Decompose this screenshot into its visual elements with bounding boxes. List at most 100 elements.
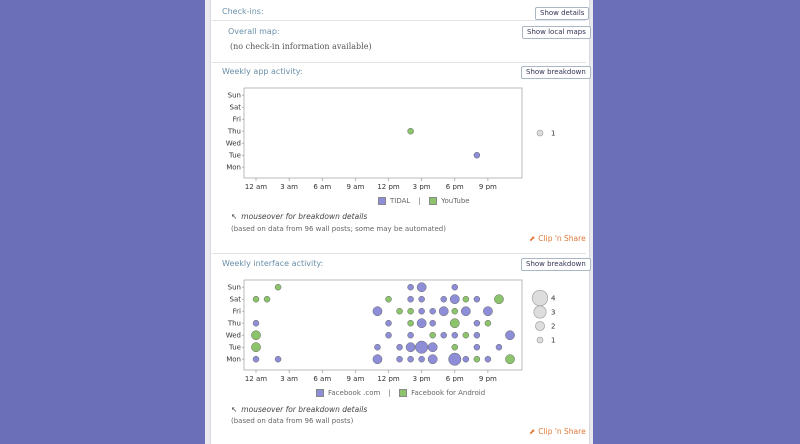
app-mouseover-hint: ↖ mouseover for breakdown details <box>231 212 368 221</box>
legend-swatch <box>429 197 438 205</box>
show-details-button[interactable]: Show details <box>535 7 590 20</box>
data-point <box>372 354 383 365</box>
data-point <box>407 295 414 303</box>
data-point <box>483 306 493 317</box>
interface-legend: Facebook .com | Facebook for Android <box>316 389 485 397</box>
data-point <box>427 354 438 365</box>
data-point <box>494 294 504 305</box>
data-point <box>473 343 481 351</box>
y-tick-label: Tue <box>228 344 241 352</box>
data-point <box>252 319 260 327</box>
legend-swatch <box>399 389 408 397</box>
overall-map-label: Overall map: <box>228 27 280 36</box>
data-point <box>427 342 438 353</box>
data-point <box>407 307 414 315</box>
size-legend-circle <box>536 336 544 344</box>
data-point <box>372 306 383 317</box>
plot-area <box>243 87 523 179</box>
data-point <box>407 331 414 339</box>
data-point <box>396 355 403 363</box>
legend-item-facebook-com: Facebook .com <box>316 389 380 397</box>
size-legend-label: 3 <box>551 309 555 317</box>
size-legend-label: 4 <box>551 295 556 303</box>
data-point <box>418 295 425 303</box>
plot-area <box>243 279 523 371</box>
x-tick-label: 6 pm <box>446 183 464 190</box>
data-point <box>451 331 459 339</box>
data-point <box>396 343 403 351</box>
legend-swatch <box>316 389 324 397</box>
data-point <box>405 342 416 353</box>
show-local-maps-button[interactable]: Show local maps <box>522 26 591 39</box>
data-point <box>473 295 481 303</box>
data-point <box>473 331 481 339</box>
x-tick-label: 12 am <box>245 375 267 382</box>
data-point <box>440 331 447 339</box>
size-legend-circle <box>531 289 549 307</box>
size-legend-label: 1 <box>551 130 555 138</box>
data-point <box>385 295 392 303</box>
checkins-title: Check-ins: <box>222 7 264 16</box>
data-point <box>385 319 392 327</box>
data-point <box>462 331 470 339</box>
app-legend: TIDAL | YouTube <box>378 197 470 205</box>
data-point <box>462 295 470 303</box>
y-tick-label: Sat <box>230 296 242 304</box>
legend-separator: | <box>388 389 391 397</box>
data-point <box>416 282 427 293</box>
interface-show-breakdown-button[interactable]: Show breakdown <box>521 258 591 271</box>
size-legend-label: 1 <box>551 337 555 345</box>
x-tick-label: 3 pm <box>413 375 431 382</box>
size-legend-circle <box>533 305 547 319</box>
data-point <box>416 318 427 329</box>
interface-activity-title: Weekly interface activity: <box>222 259 324 268</box>
data-point <box>274 355 282 363</box>
y-tick-label: Thu <box>227 128 241 136</box>
x-tick-label: 3 am <box>280 183 298 190</box>
x-tick-label: 6 pm <box>446 375 464 382</box>
data-point <box>451 283 459 291</box>
data-point <box>462 355 470 363</box>
data-point <box>473 319 481 327</box>
size-legend-label: 2 <box>551 323 555 331</box>
data-point <box>385 331 392 339</box>
size-legend-circle <box>535 321 545 331</box>
legend-separator: | <box>418 197 421 205</box>
y-tick-label: Wed <box>226 332 241 340</box>
app-clip-share-link[interactable]: ⬈ Clip 'n Share <box>529 234 586 243</box>
legend-item-tidal: TIDAL <box>378 197 410 205</box>
data-point <box>415 340 429 354</box>
data-point <box>429 331 436 339</box>
data-point <box>251 330 261 341</box>
cursor-icon: ↖ <box>231 405 238 414</box>
data-point <box>451 307 459 315</box>
y-tick-label: Sun <box>228 92 241 100</box>
x-tick-label: 9 pm <box>479 375 497 382</box>
x-tick-label: 9 am <box>346 183 364 190</box>
data-point <box>407 319 414 327</box>
data-point <box>495 343 503 351</box>
data-point <box>451 343 459 351</box>
y-tick-label: Mon <box>226 356 241 364</box>
y-tick-label: Thu <box>227 320 241 328</box>
app-show-breakdown-button[interactable]: Show breakdown <box>521 66 591 79</box>
legend-item-youtube: YouTube <box>429 197 470 205</box>
divider <box>212 62 586 63</box>
cursor-icon: ↖ <box>231 212 238 221</box>
interface-data-note: (based on data from 96 wall posts) <box>231 417 354 425</box>
data-point <box>440 295 447 303</box>
app-data-note: (based on data from 96 wall posts; some … <box>231 225 446 233</box>
app-activity-chart: Sun Sat Fri Thu Wed Tue Mon 12 am 3 am 6 am 9 am 12… <box>226 87 555 190</box>
y-tick-label: Sat <box>230 104 242 112</box>
interface-clip-share-link[interactable]: ⬈ Clip 'n Share <box>529 427 586 436</box>
data-point <box>252 295 260 303</box>
app-activity-title: Weekly app activity: <box>222 67 303 76</box>
y-tick-label: Tue <box>228 152 241 160</box>
x-tick-label: 3 pm <box>413 183 431 190</box>
data-point <box>418 307 425 315</box>
legend-item-facebook-android: Facebook for Android <box>399 389 485 397</box>
data-point <box>460 306 471 317</box>
data-point <box>274 283 282 291</box>
data-point <box>473 151 481 159</box>
